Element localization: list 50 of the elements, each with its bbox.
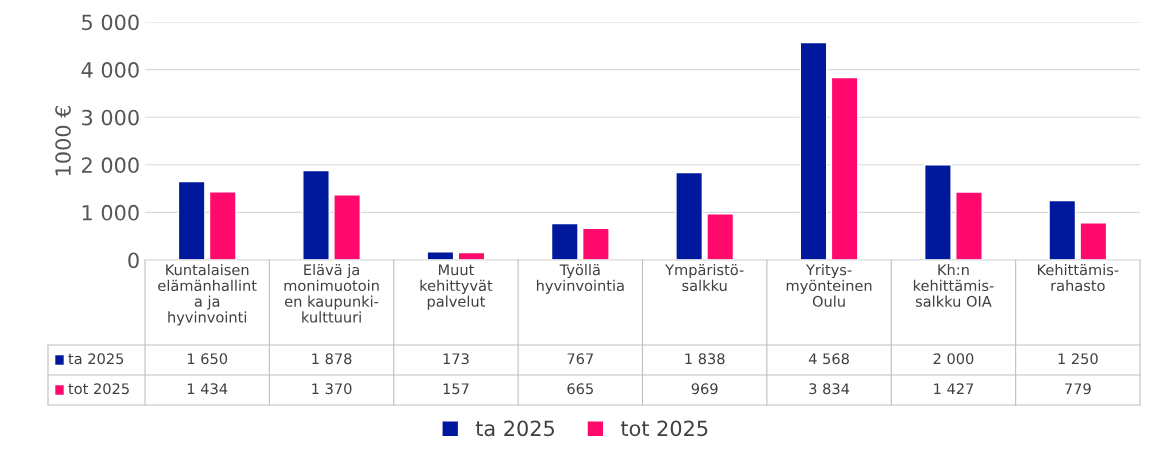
- bar: [1048, 199, 1077, 260]
- data-label: 157: [443, 383, 469, 395]
- bar: [923, 164, 952, 260]
- bar: [675, 171, 704, 260]
- data-label: 1 434: [187, 383, 228, 395]
- x-tick-label: Muut kehittyvät palvelut: [420, 264, 493, 310]
- bar: [799, 41, 828, 260]
- bar: [333, 194, 362, 260]
- bar: [302, 169, 330, 260]
- y-tick-label: 0: [128, 252, 139, 269]
- data-label: 1 427: [934, 383, 974, 395]
- legend-label: ta 2025: [68, 353, 124, 365]
- data-label: 1 838: [685, 353, 725, 365]
- data-label: 779: [1065, 383, 1091, 395]
- x-tick-label: Yritys- myönteinen Oulu: [786, 264, 872, 307]
- text: ta 2025: [475, 420, 554, 437]
- y-tick-label: 3 000: [82, 109, 139, 126]
- y-tick-label: 2 000: [82, 157, 139, 174]
- y-tick-label: 4 000: [81, 62, 139, 78]
- data-label: 1 650: [187, 353, 228, 365]
- x-tick-label: Työllä hyvinvointia: [536, 264, 624, 294]
- bar: [830, 76, 859, 260]
- data-label: 173: [443, 353, 469, 365]
- data-label: 3 834: [809, 383, 850, 395]
- data-label: 2 000: [933, 353, 974, 365]
- y-tick-label: 5 000: [82, 14, 139, 31]
- legend-label: tot 2025: [68, 383, 129, 395]
- bar: [706, 213, 735, 260]
- bar: [177, 180, 206, 260]
- y-axis-title: 1000 €: [55, 105, 71, 176]
- x-tick-label: Ympäristö- salkku: [665, 264, 744, 292]
- data-label: 4 568: [808, 353, 849, 365]
- bar: [955, 191, 983, 260]
- y-tick-label: 1 000: [82, 204, 139, 221]
- x-tick-label: Elävä ja monimuotoin en kaupunki- kulttuuri: [284, 264, 379, 323]
- bar: [581, 227, 610, 260]
- bar: [1079, 222, 1108, 260]
- text: tot 2025: [620, 420, 708, 437]
- bar: [426, 251, 455, 260]
- data-label: 1 878: [312, 353, 352, 365]
- x-tick-label: Kuntalaisen elämänhallint a ja hyvinvointi: [158, 264, 257, 326]
- data-label: 767: [567, 353, 593, 365]
- data-label: 1 370: [312, 383, 352, 395]
- bar: [208, 191, 237, 260]
- data-label: 665: [567, 383, 593, 395]
- data-label: 969: [691, 383, 718, 395]
- bar: [550, 222, 579, 260]
- x-tick-label: Kehittämis- rahasto: [1037, 264, 1119, 292]
- x-tick-label: Kh:n kehittämis- salkku OIA: [913, 264, 994, 307]
- data-label: 1 250: [1058, 353, 1098, 365]
